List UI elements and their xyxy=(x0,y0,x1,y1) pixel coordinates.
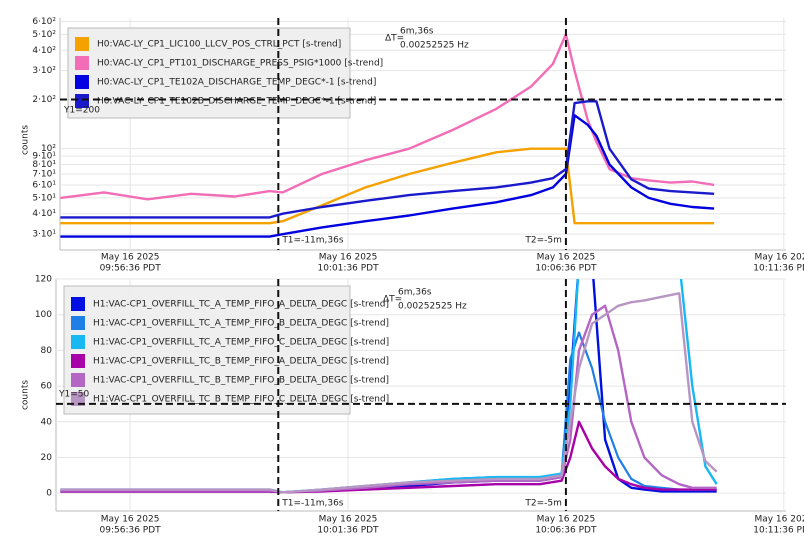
legend-swatch xyxy=(75,94,89,108)
x-tick-label: May 16 2025 xyxy=(754,515,804,525)
legend-swatch xyxy=(71,354,85,368)
y-tick-label: 20 xyxy=(41,453,53,463)
x-tick-label: May 16 2025 xyxy=(537,253,596,263)
legend-swatch xyxy=(71,335,85,349)
x-tick-label: May 16 2025 xyxy=(537,515,596,525)
x-tick-label: 10:11:36 PDT xyxy=(753,264,804,274)
legend-label: H0:VAC-LY_CP1_PT101_DISCHARGE_PRESS_PSIG… xyxy=(97,59,383,69)
legend-swatch xyxy=(75,75,89,89)
y-tick-label: 5·10¹ xyxy=(32,193,56,203)
x-tick-label: 10:11:36 PDT xyxy=(753,526,804,536)
y-tick-label: 80 xyxy=(41,346,53,356)
x-cursor-label: T2=-5m xyxy=(524,236,562,246)
x-tick-label: 10:06:36 PDT xyxy=(535,264,597,274)
y-tick-label: 6·10² xyxy=(32,17,56,27)
x-tick-label: 09:56:36 PDT xyxy=(100,264,162,274)
legend-swatch xyxy=(71,373,85,387)
legend-swatch xyxy=(71,316,85,330)
y-tick-label: 120 xyxy=(35,275,52,285)
y-tick-label: 10² xyxy=(41,144,56,154)
x-tick-label: May 16 2025 xyxy=(319,515,378,525)
x-cursor-label: T1=-11m,36s xyxy=(281,499,344,509)
legend-label: H1:VAC-CP1_OVERFILL_TC_A_TEMP_FIFO_B_DEL… xyxy=(93,319,389,329)
series-line xyxy=(60,147,715,225)
legend-swatch xyxy=(75,37,89,51)
legend-box xyxy=(67,27,351,119)
delta-value: 6m,36s xyxy=(398,288,432,298)
legend-label: H1:VAC-CP1_OVERFILL_TC_B_TEMP_FIFO_B_DEL… xyxy=(93,376,389,386)
x-cursor-label: T2=-5m xyxy=(524,499,562,509)
x-tick-label: 09:56:36 PDT xyxy=(100,526,162,536)
y-tick-label: 8·10¹ xyxy=(32,160,56,170)
delta-prefix: ΔT= xyxy=(383,295,402,305)
delta-value: 0.00252525 Hz xyxy=(400,41,469,51)
delta-value: 6m,36s xyxy=(400,27,434,37)
x-tick-label: May 16 2025 xyxy=(101,515,160,525)
legend-label: H1:VAC-CP1_OVERFILL_TC_B_TEMP_FIFO_A_DEL… xyxy=(93,357,389,367)
delta-value: 0.00252525 Hz xyxy=(398,302,467,312)
y-tick-label: 60 xyxy=(41,382,53,392)
x-tick-label: 10:06:36 PDT xyxy=(535,526,597,536)
y-cursor-label: Y1=50 xyxy=(58,390,89,400)
y-tick-label: 7·10¹ xyxy=(32,170,56,180)
series-line xyxy=(60,292,718,494)
y-tick-label: 4·10¹ xyxy=(32,209,56,219)
legend-box xyxy=(63,285,351,415)
y-tick-label: 3·10¹ xyxy=(32,230,56,240)
series-line xyxy=(60,114,715,238)
y-axis-label: counts xyxy=(21,125,31,155)
y-tick-label: 0 xyxy=(46,489,52,499)
y-tick-label: 100 xyxy=(35,310,52,320)
y-tick-label: 3·10² xyxy=(32,66,56,76)
y-tick-label: 40 xyxy=(41,417,53,427)
x-tick-label: May 16 2025 xyxy=(754,253,804,263)
legend-label: H0:VAC-LY_CP1_TE102A_DISCHARGE_TEMP_DEGC… xyxy=(97,78,376,88)
legend-label: H0:VAC-LY_CP1_TE102B_DISCHARGE_TEMP_DEGC… xyxy=(97,97,376,107)
y-tick-label: 5·10² xyxy=(32,30,56,40)
legend-label: H1:VAC-CP1_OVERFILL_TC_A_TEMP_FIFO_C_DEL… xyxy=(93,338,389,348)
series-line xyxy=(60,33,715,201)
x-tick-label: 10:01:36 PDT xyxy=(317,526,379,536)
y-tick-label: 4·10² xyxy=(32,46,56,56)
delta-prefix: ΔT= xyxy=(385,34,404,44)
y-cursor-label: Y1=200 xyxy=(63,106,100,116)
legend-swatch xyxy=(71,297,85,311)
y-tick-label: 9·10¹ xyxy=(32,152,56,162)
legend-swatch xyxy=(71,392,85,406)
x-tick-label: May 16 2025 xyxy=(319,253,378,263)
y-tick-label: 6·10¹ xyxy=(32,180,56,190)
series-line xyxy=(60,100,715,219)
legend-swatch xyxy=(75,56,89,70)
y-axis-label: counts xyxy=(21,380,31,410)
x-cursor-label: T1=-11m,36s xyxy=(281,236,344,246)
y-tick-label: 2·10² xyxy=(32,95,56,105)
x-tick-label: 10:01:36 PDT xyxy=(317,264,379,274)
legend-label: H1:VAC-CP1_OVERFILL_TC_B_TEMP_FIFO_C_DEL… xyxy=(93,395,389,405)
legend-label: H0:VAC-LY_CP1_LIC100_LLCV_POS_CTRL_PCT [… xyxy=(97,40,341,50)
x-tick-label: May 16 2025 xyxy=(101,253,160,263)
legend-label: H1:VAC-CP1_OVERFILL_TC_A_TEMP_FIFO_A_DEL… xyxy=(93,300,389,310)
